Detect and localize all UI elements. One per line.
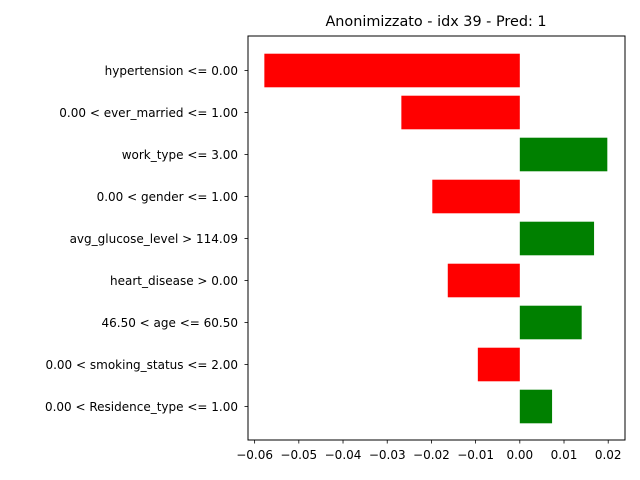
bar-8 bbox=[519, 389, 553, 424]
bar-6 bbox=[519, 305, 582, 340]
y-tick-label-1: 0.00 < ever_married <= 1.00 bbox=[59, 106, 238, 120]
bar-0 bbox=[264, 53, 520, 88]
y-tick-label-6: 46.50 < age <= 60.50 bbox=[102, 316, 238, 330]
x-tick-label-0: −0.06 bbox=[236, 448, 273, 462]
x-tick-label-2: −0.04 bbox=[325, 448, 362, 462]
bar-7 bbox=[477, 347, 520, 382]
x-tick-label-7: 0.01 bbox=[551, 448, 578, 462]
bar-3 bbox=[432, 179, 520, 214]
x-tick-label-4: −0.02 bbox=[413, 448, 450, 462]
y-tick-label-2: work_type <= 3.00 bbox=[122, 148, 238, 162]
x-tick-label-6: 0.00 bbox=[506, 448, 533, 462]
plot-frame bbox=[247, 35, 626, 441]
y-tick-label-8: 0.00 < Residence_type <= 1.00 bbox=[45, 400, 238, 414]
bar-2 bbox=[519, 137, 608, 172]
chart-title: Anonimizzato - idx 39 - Pred: 1 bbox=[325, 14, 546, 30]
y-tick-label-0: hypertension <= 0.00 bbox=[105, 64, 238, 78]
bar-1 bbox=[401, 95, 520, 130]
x-tick-label-1: −0.05 bbox=[280, 448, 317, 462]
x-tick-label-8: 0.02 bbox=[595, 448, 622, 462]
y-tick-labels: hypertension <= 0.00 0.00 < ever_married … bbox=[45, 64, 248, 414]
y-tick-label-3: 0.00 < gender <= 1.00 bbox=[97, 190, 238, 204]
bar-5 bbox=[447, 263, 520, 298]
y-tick-label-7: 0.00 < smoking_status <= 2.00 bbox=[45, 358, 238, 372]
y-tick-label-5: heart_disease > 0.00 bbox=[110, 274, 238, 288]
bar-4 bbox=[519, 221, 595, 256]
x-tick-label-3: −0.03 bbox=[369, 448, 406, 462]
x-tick-label-5: −0.01 bbox=[457, 448, 494, 462]
bars-group bbox=[264, 53, 608, 424]
x-tick-group: −0.06 −0.05 −0.04 −0.03 −0.02 −0.01 0.00 0.01 0.… bbox=[236, 440, 622, 462]
y-tick-label-4: avg_glucose_level > 114.09 bbox=[70, 232, 238, 246]
